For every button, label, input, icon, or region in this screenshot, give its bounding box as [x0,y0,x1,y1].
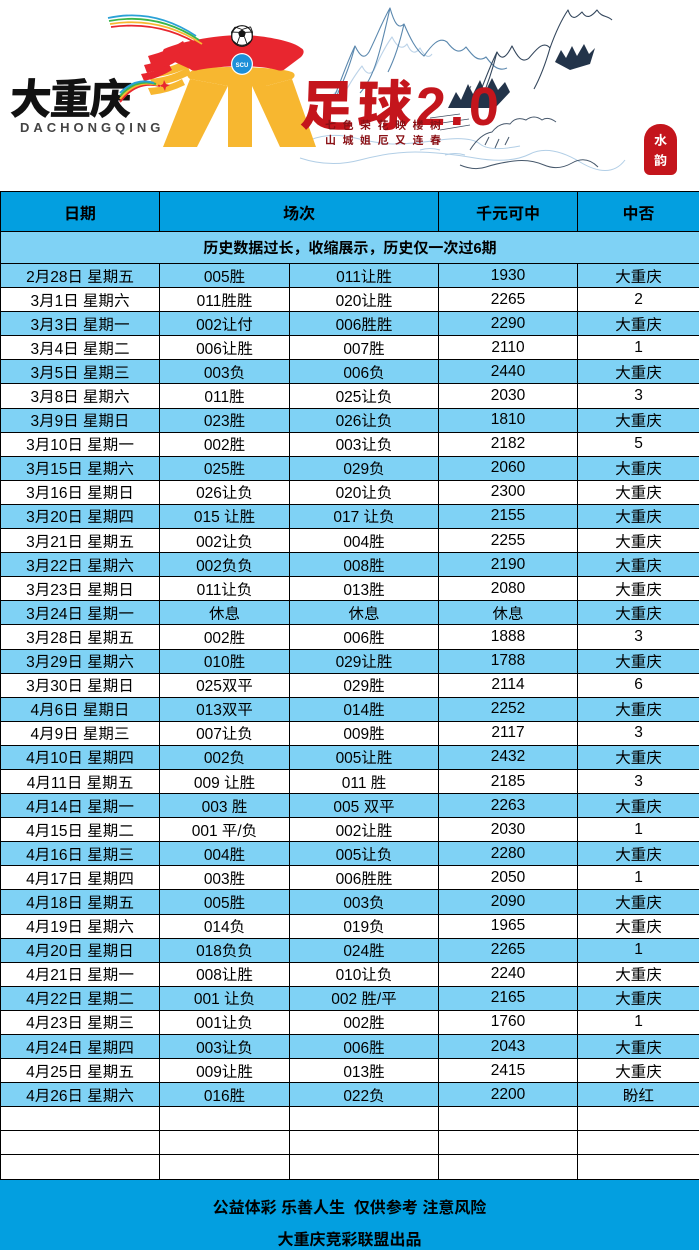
svg-text:SCU: SCU [236,63,249,69]
